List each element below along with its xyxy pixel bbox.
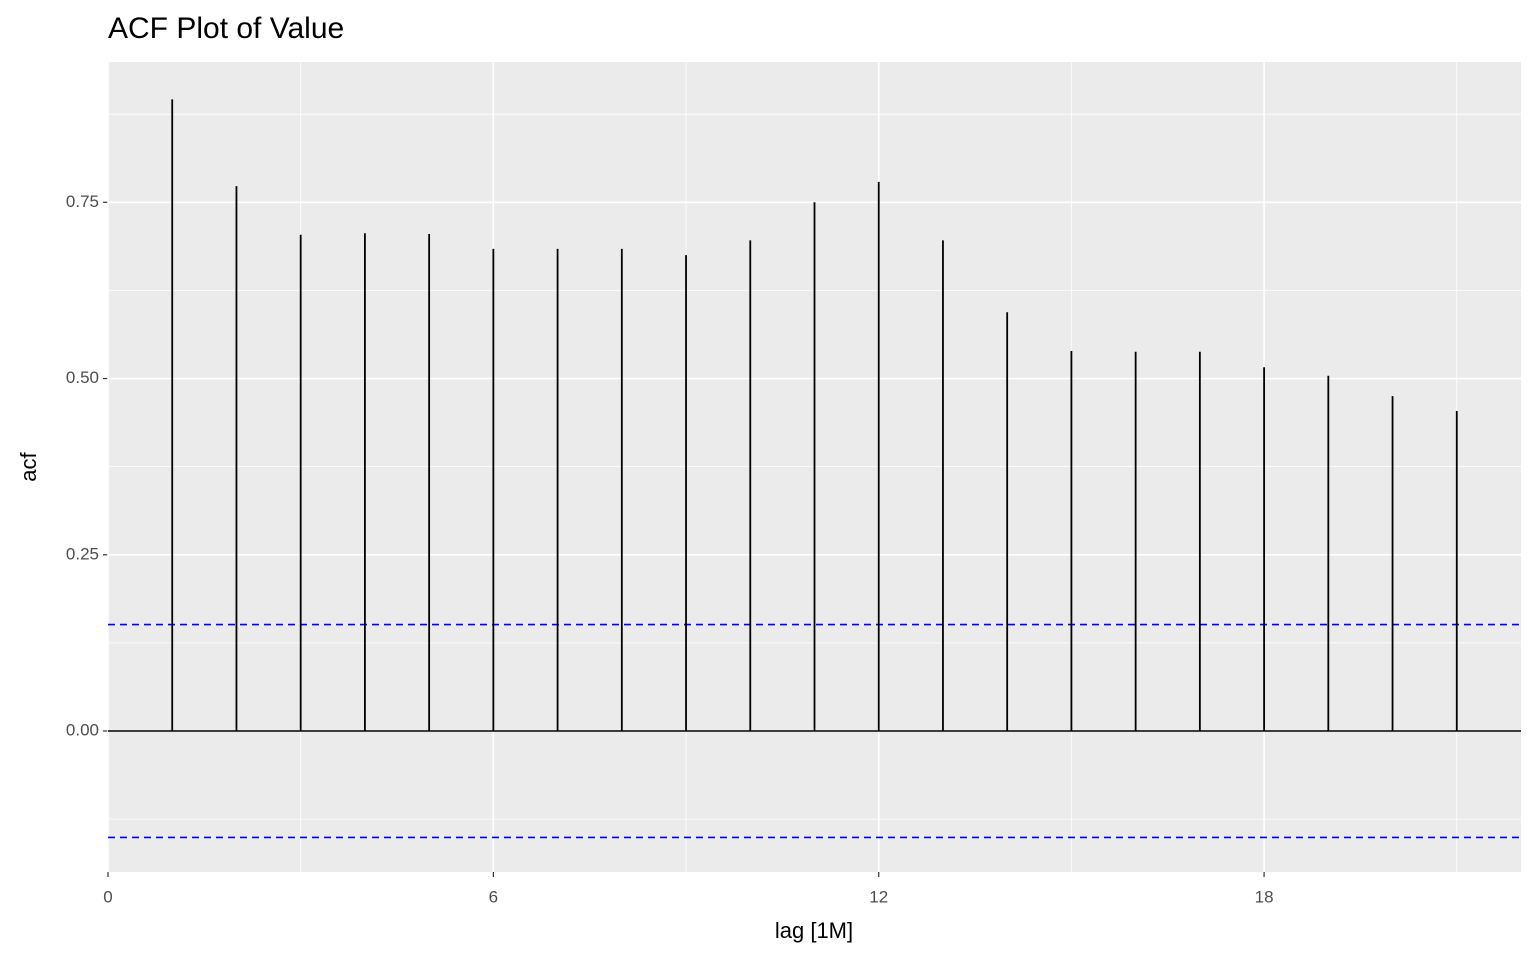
x-tick-label: 18 [1255, 887, 1274, 906]
y-axis-title: acf [16, 451, 41, 481]
x-tick-label: 0 [103, 887, 112, 906]
x-axis-title: lag [1M] [775, 918, 853, 943]
y-tick-label: 0.00 [66, 720, 99, 739]
y-tick-label: 0.50 [66, 368, 99, 387]
x-tick-label: 12 [869, 887, 888, 906]
x-tick-label: 6 [489, 887, 498, 906]
y-tick-label: 0.75 [66, 192, 99, 211]
chart-title: ACF Plot of Value [108, 12, 344, 45]
y-tick-label: 0.25 [66, 544, 99, 563]
